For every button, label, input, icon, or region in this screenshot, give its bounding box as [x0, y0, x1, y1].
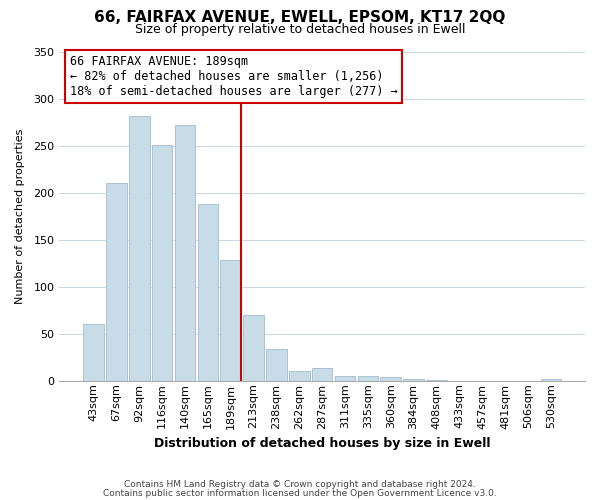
Y-axis label: Number of detached properties: Number of detached properties: [15, 128, 25, 304]
Bar: [197, 204, 218, 381]
Bar: [175, 125, 195, 381]
Text: Size of property relative to detached houses in Ewell: Size of property relative to detached ho…: [135, 22, 465, 36]
Bar: [266, 349, 287, 381]
Text: Contains HM Land Registry data © Crown copyright and database right 2024.: Contains HM Land Registry data © Crown c…: [124, 480, 476, 489]
X-axis label: Distribution of detached houses by size in Ewell: Distribution of detached houses by size …: [154, 437, 490, 450]
Bar: [380, 377, 401, 381]
Text: Contains public sector information licensed under the Open Government Licence v3: Contains public sector information licen…: [103, 488, 497, 498]
Bar: [541, 379, 561, 381]
Bar: [426, 380, 447, 381]
Bar: [220, 260, 241, 381]
Bar: [83, 324, 104, 381]
Bar: [106, 183, 127, 381]
Text: 66, FAIRFAX AVENUE, EWELL, EPSOM, KT17 2QQ: 66, FAIRFAX AVENUE, EWELL, EPSOM, KT17 2…: [94, 10, 506, 25]
Bar: [403, 379, 424, 381]
Bar: [289, 372, 310, 381]
Bar: [243, 315, 264, 381]
Bar: [335, 376, 355, 381]
Bar: [358, 376, 378, 381]
Text: 66 FAIRFAX AVENUE: 189sqm
← 82% of detached houses are smaller (1,256)
18% of se: 66 FAIRFAX AVENUE: 189sqm ← 82% of detac…: [70, 55, 398, 98]
Bar: [312, 368, 332, 381]
Bar: [129, 116, 149, 381]
Bar: [152, 144, 172, 381]
